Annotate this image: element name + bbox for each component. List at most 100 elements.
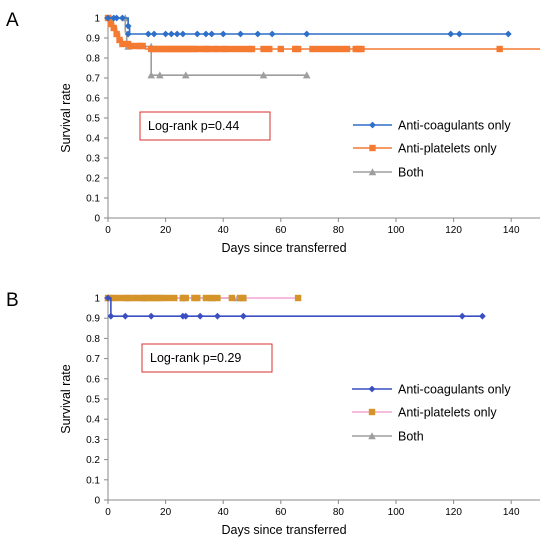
- y-tick-label: 1: [94, 294, 100, 305]
- data-point: [338, 45, 345, 53]
- data-point: [208, 30, 216, 38]
- data-point: [147, 312, 155, 320]
- data-point: [254, 30, 262, 38]
- data-point: [107, 20, 115, 28]
- data-point: [119, 40, 126, 48]
- data-point: [320, 45, 328, 53]
- y-tick-label: 0: [94, 496, 100, 507]
- panel-b: B 0 0.1 0.2 0.3 0.4 0.5 0.6 0.7 0.8 0.9 1 0 20 40 60 80 1…: [6, 290, 540, 537]
- series-anti-platelets-only: [104, 14, 540, 53]
- data-point: [259, 71, 268, 79]
- data-point: [202, 30, 210, 38]
- data-point: [196, 312, 204, 320]
- data-point: [121, 312, 129, 320]
- series-anti-coagulants-only: [104, 294, 486, 320]
- y-tick-label: 0.3: [86, 435, 100, 446]
- data-point: [248, 45, 256, 53]
- y-axis-label: Survival rate: [59, 364, 73, 434]
- data-point: [214, 312, 221, 320]
- y-tick-label: 0.9: [86, 314, 100, 325]
- data-point: [139, 42, 146, 50]
- y-tick-label: 0.5: [86, 395, 100, 406]
- data-point: [156, 71, 164, 79]
- legend-label: Both: [398, 430, 424, 444]
- data-point: [113, 14, 121, 22]
- legend-marker: [368, 432, 376, 440]
- data-point: [303, 30, 311, 38]
- legend-marker: [369, 121, 376, 129]
- legend-label: Anti-platelets only: [398, 406, 497, 420]
- data-point: [179, 30, 187, 38]
- x-tick-label: 140: [503, 225, 520, 236]
- legend-label: Anti-platelets only: [398, 142, 497, 156]
- data-point: [326, 45, 333, 53]
- data-point: [358, 45, 365, 53]
- data-point: [479, 312, 486, 320]
- x-tick-label: 40: [218, 507, 230, 518]
- log-rank-text: Log-rank p=0.44: [148, 119, 239, 133]
- x-axis-label: Days since transferred: [221, 523, 346, 537]
- x-tick-label: 100: [388, 225, 405, 236]
- legend-label: Anti-coagulants only: [398, 119, 511, 133]
- y-tick-label: 0.9: [86, 34, 100, 45]
- x-tick-label: 140: [503, 507, 520, 518]
- legend: Anti-coagulants only Anti-platelets only B…: [353, 119, 511, 180]
- data-point: [214, 45, 221, 53]
- x-axis-label: Days since transferred: [221, 241, 346, 255]
- data-point: [208, 294, 215, 302]
- legend: Anti-coagulants only Anti-platelets only B…: [352, 383, 511, 444]
- data-point: [162, 30, 169, 38]
- x-tick-label: 40: [218, 225, 230, 236]
- data-point: [205, 45, 212, 53]
- data-point: [147, 71, 155, 79]
- x-tick-label: 120: [445, 507, 462, 518]
- data-point: [302, 71, 311, 79]
- data-point: [202, 294, 210, 302]
- y-tick-label: 0.5: [86, 114, 100, 125]
- data-point: [159, 294, 166, 302]
- panel-letter: A: [6, 10, 19, 31]
- data-point: [455, 30, 463, 38]
- data-point: [127, 42, 135, 50]
- y-tick-label: 0: [94, 214, 100, 225]
- data-point: [165, 294, 172, 302]
- data-point: [182, 312, 190, 320]
- y-tick-label: 0.2: [86, 455, 100, 466]
- legend-label: Anti-coagulants only: [398, 383, 511, 397]
- data-point: [193, 30, 201, 38]
- series-line: [108, 17, 509, 35]
- log-rank-box: [141, 343, 273, 373]
- data-point: [214, 294, 221, 302]
- data-point: [124, 22, 132, 30]
- x-tick-label: 0: [105, 507, 111, 518]
- data-point: [240, 294, 247, 302]
- x-tick-label: 100: [388, 507, 405, 518]
- data-point: [116, 294, 123, 302]
- data-point: [110, 24, 117, 32]
- data-point: [268, 30, 276, 38]
- x-tick-label: 80: [333, 507, 345, 518]
- data-point: [343, 45, 351, 53]
- y-tick-label: 0.6: [86, 374, 100, 385]
- panel-letter: B: [6, 290, 19, 311]
- data-point: [107, 312, 115, 320]
- data-point: [447, 30, 455, 38]
- x-tick-label: 60: [275, 507, 287, 518]
- log-rank-text: Log-rank p=0.29: [150, 351, 241, 365]
- data-point: [182, 294, 189, 302]
- data-point: [113, 30, 120, 38]
- data-point: [294, 294, 302, 302]
- y-tick-label: 0.8: [86, 54, 100, 65]
- data-point: [104, 14, 112, 22]
- data-point: [167, 30, 175, 38]
- y-tick-label: 0.1: [86, 194, 100, 205]
- y-tick-label: 0.6: [86, 94, 100, 105]
- y-tick-label: 0.3: [86, 154, 100, 165]
- y-tick-label: 1: [94, 14, 100, 25]
- data-point: [116, 36, 123, 44]
- y-tick-label: 0.1: [86, 475, 100, 486]
- data-point: [294, 45, 302, 53]
- y-tick-label: 0.7: [86, 354, 100, 365]
- data-point: [133, 294, 140, 302]
- data-point: [496, 45, 503, 53]
